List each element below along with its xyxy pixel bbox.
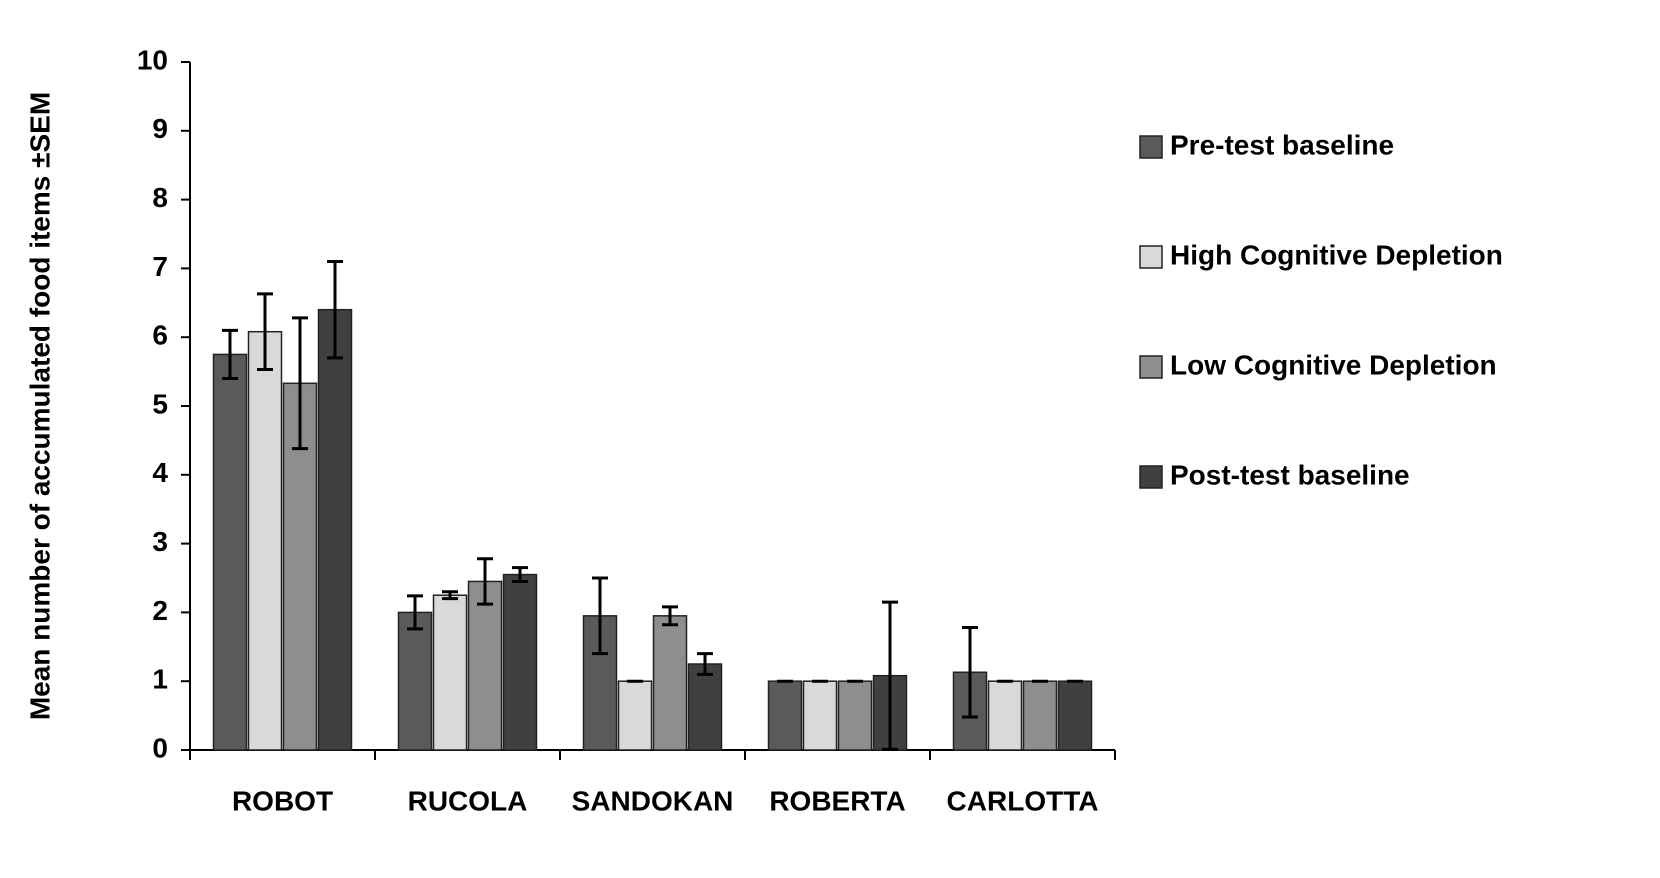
y-axis-title: Mean number of accumulated food items ±S… bbox=[24, 92, 55, 720]
error-bar bbox=[327, 260, 343, 360]
bar bbox=[687, 663, 723, 751]
error-bar bbox=[257, 292, 273, 372]
legend-label: High Cognitive Depletion bbox=[1170, 239, 1503, 270]
bar bbox=[987, 680, 1023, 751]
y-tick-label: 8 bbox=[152, 182, 168, 213]
error-bar bbox=[962, 626, 978, 719]
legend-swatch bbox=[1139, 355, 1163, 379]
y-tick-label: 6 bbox=[152, 320, 168, 351]
y-tick-label: 3 bbox=[152, 526, 168, 557]
error-bar bbox=[512, 566, 528, 583]
bar bbox=[802, 680, 838, 751]
error-bar bbox=[477, 557, 493, 606]
bar bbox=[1022, 680, 1058, 751]
y-tick-label: 9 bbox=[152, 113, 168, 144]
bar bbox=[397, 611, 433, 751]
error-bar bbox=[292, 316, 308, 451]
error-bar bbox=[222, 328, 238, 380]
bar bbox=[837, 680, 873, 751]
bar bbox=[432, 594, 468, 751]
legend-label: Post-test baseline bbox=[1170, 459, 1410, 490]
legend-label: Low Cognitive Depletion bbox=[1170, 349, 1497, 380]
bar bbox=[247, 330, 283, 751]
error-bar bbox=[662, 605, 678, 627]
x-tick-label: CARLOTTA bbox=[947, 785, 1099, 816]
y-tick-label: 1 bbox=[152, 664, 168, 695]
error-bar bbox=[442, 590, 458, 601]
legend-swatch bbox=[1139, 465, 1163, 489]
x-tick-label: SANDOKAN bbox=[572, 785, 734, 816]
x-tick-label: RUCOLA bbox=[408, 785, 528, 816]
error-bar bbox=[697, 652, 713, 676]
error-bar bbox=[592, 576, 608, 656]
bar bbox=[212, 353, 248, 751]
y-tick-label: 2 bbox=[152, 595, 168, 626]
y-tick-label: 7 bbox=[152, 251, 168, 282]
x-tick-label: ROBERTA bbox=[769, 785, 905, 816]
bar bbox=[467, 580, 503, 751]
legend-swatch bbox=[1139, 135, 1163, 159]
bar bbox=[502, 573, 538, 751]
error-bar bbox=[882, 600, 898, 751]
x-tick-label: ROBOT bbox=[232, 785, 333, 816]
error-bar bbox=[407, 594, 423, 631]
legend-label: Pre-test baseline bbox=[1170, 129, 1394, 160]
bar bbox=[767, 680, 803, 751]
legend-swatch bbox=[1139, 245, 1163, 269]
bar bbox=[652, 615, 688, 751]
bar bbox=[617, 680, 653, 751]
bar bbox=[317, 308, 353, 751]
y-tick-label: 0 bbox=[152, 732, 168, 763]
bar bbox=[1057, 680, 1093, 751]
y-tick-label: 4 bbox=[152, 457, 168, 488]
y-tick-label: 5 bbox=[152, 388, 168, 419]
y-tick-label: 10 bbox=[137, 44, 168, 75]
